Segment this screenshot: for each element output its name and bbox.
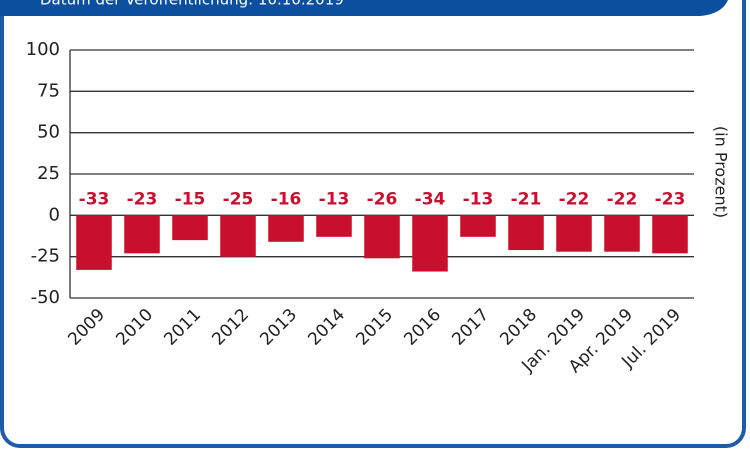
- value-label: -16: [271, 189, 302, 209]
- bar: [412, 215, 448, 272]
- y-axis-label: (in Prozent): [712, 126, 731, 218]
- y-tick-label: 50: [37, 122, 60, 143]
- value-label: -34: [415, 189, 446, 209]
- value-label: -15: [175, 189, 206, 209]
- bar: [76, 215, 112, 270]
- value-label: -33: [79, 189, 110, 209]
- y-tick-label: -50: [31, 287, 60, 308]
- bar: [268, 215, 304, 242]
- y-tick-label: 75: [37, 80, 60, 101]
- bar: [556, 215, 592, 252]
- value-label: -21: [511, 189, 542, 209]
- bar: [652, 215, 688, 254]
- bar: [220, 215, 256, 257]
- y-tick-label: -25: [31, 246, 60, 267]
- y-tick-label: 100: [26, 39, 60, 60]
- bar: [124, 215, 160, 254]
- value-label: -23: [655, 189, 686, 209]
- value-label: -13: [463, 189, 494, 209]
- bar: [364, 215, 400, 259]
- bar: [460, 215, 496, 237]
- value-label: -26: [367, 189, 398, 209]
- bar: [172, 215, 208, 241]
- header-band: [0, 0, 728, 16]
- value-label: -13: [319, 189, 350, 209]
- bar: [508, 215, 544, 251]
- bar: [316, 215, 352, 237]
- y-tick-label: 25: [37, 163, 60, 184]
- value-label: -23: [127, 189, 158, 209]
- value-label: -22: [607, 189, 638, 209]
- y-tick-label: 0: [49, 204, 60, 225]
- value-label: -25: [223, 189, 254, 209]
- subtitle: Datum der Veröffentlichung: 10.10.2019: [40, 0, 344, 9]
- bar: [604, 215, 640, 252]
- value-label: -22: [559, 189, 590, 209]
